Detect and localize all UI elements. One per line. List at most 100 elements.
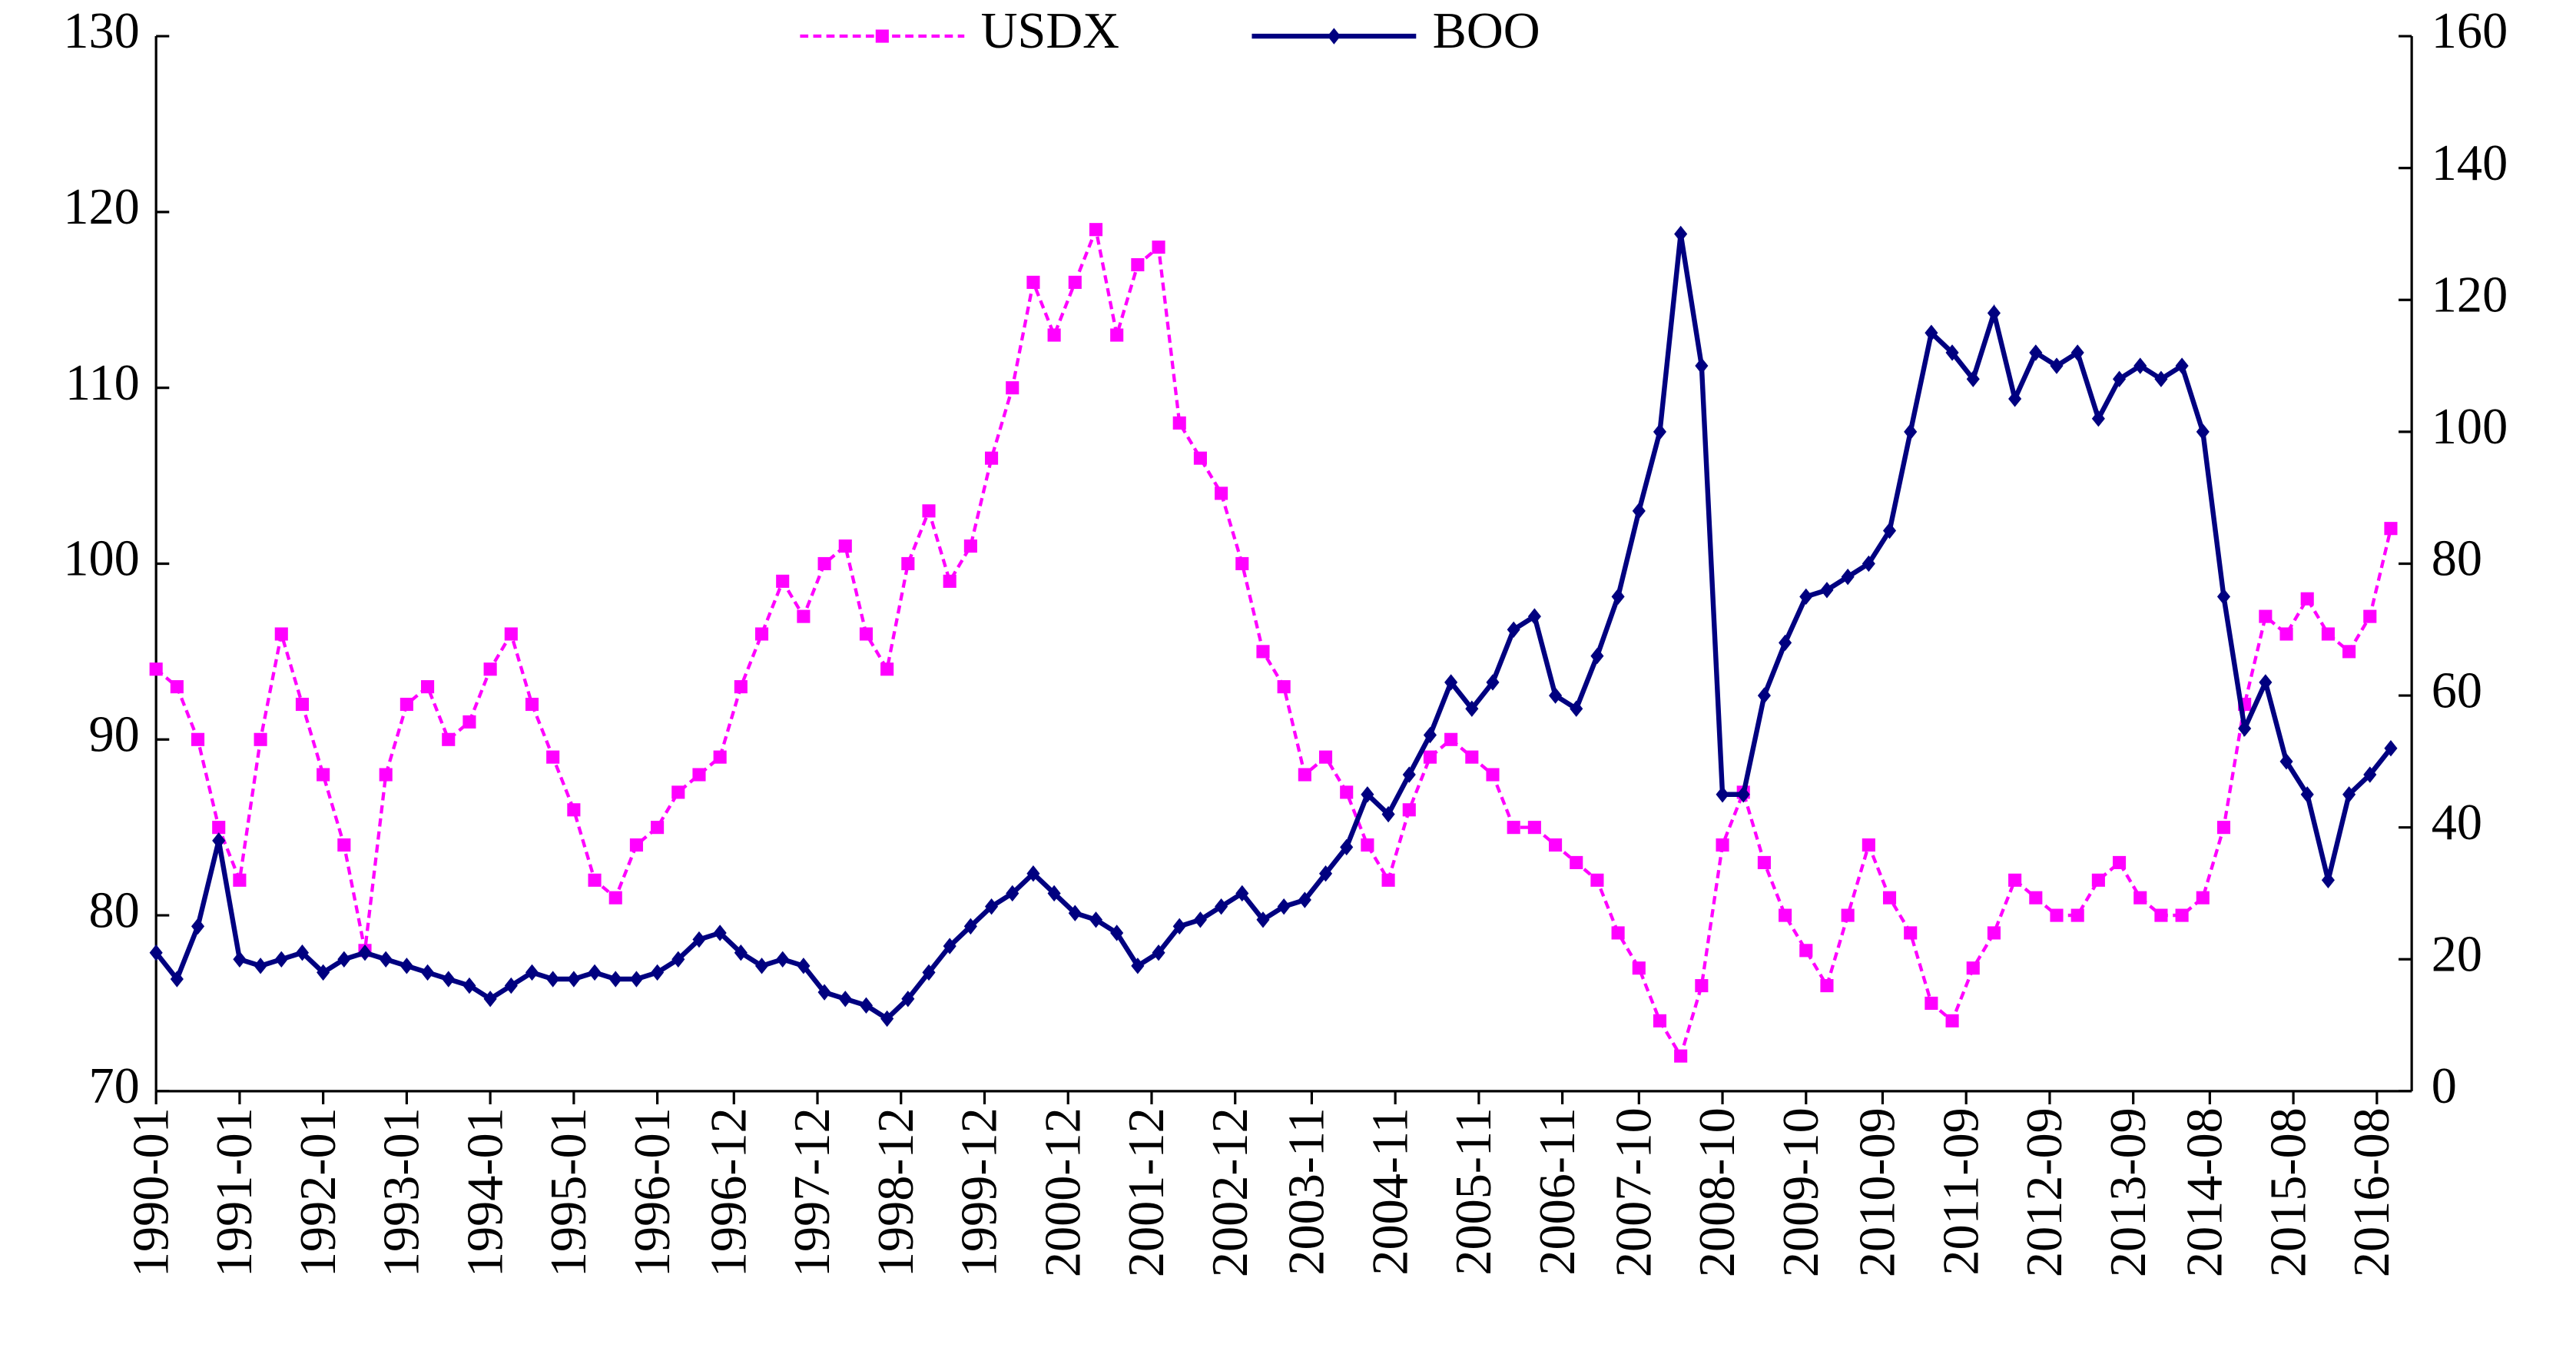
y2-tick-label: 40	[2432, 795, 2482, 851]
x-tick-label: 1998-12	[868, 1107, 924, 1277]
data-point	[2321, 627, 2335, 641]
data-point	[462, 715, 476, 729]
data-point	[797, 609, 811, 623]
data-point	[985, 898, 999, 915]
data-point	[2133, 891, 2147, 905]
data-point	[859, 627, 874, 641]
data-point	[546, 971, 560, 988]
data-point	[963, 918, 977, 935]
data-point	[2175, 908, 2189, 922]
data-point	[1068, 275, 1082, 289]
data-point	[379, 951, 393, 968]
x-tick-label: 1991-01	[207, 1107, 263, 1277]
data-point	[1486, 674, 1500, 691]
data-point	[1215, 486, 1228, 500]
data-point	[629, 838, 643, 852]
data-point	[2259, 609, 2273, 623]
data-point	[337, 838, 351, 852]
data-point	[2363, 609, 2377, 623]
data-point	[295, 944, 310, 961]
data-point	[880, 662, 894, 676]
data-point	[2279, 753, 2293, 770]
x-tick-label: 2008-10	[1689, 1107, 1746, 1277]
data-point	[922, 964, 936, 981]
x-tick-label: 2012-09	[2017, 1107, 2073, 1277]
data-point	[922, 504, 936, 518]
data-point	[963, 539, 977, 553]
data-point	[1026, 275, 1040, 289]
data-point	[1653, 423, 1667, 440]
x-tick-label: 2000-12	[1035, 1107, 1091, 1277]
data-point	[1318, 865, 1333, 882]
x-tick-label: 2009-10	[1773, 1107, 1829, 1277]
data-point	[2384, 740, 2398, 757]
data-point	[1235, 556, 1249, 571]
data-point	[713, 750, 727, 764]
series-line	[154, 233, 2393, 1022]
data-point	[880, 1010, 894, 1027]
x-tick-label: 2007-10	[1606, 1107, 1663, 1277]
x-tick-label: 1997-12	[784, 1107, 840, 1277]
y2-tick-label: 140	[2432, 135, 2508, 191]
data-point	[1570, 700, 1583, 717]
data-point	[1361, 786, 1374, 803]
x-tick-label: 2003-11	[1279, 1107, 1335, 1275]
data-point	[1841, 908, 1855, 922]
data-point	[1882, 891, 1897, 905]
data-point	[1131, 257, 1145, 272]
data-point	[2342, 786, 2356, 803]
data-point	[1611, 926, 1625, 940]
data-point	[1987, 304, 2001, 322]
data-point	[1402, 766, 1416, 783]
data-point	[1193, 451, 1207, 465]
data-point	[191, 918, 205, 935]
data-point	[1799, 944, 1813, 958]
y2-tick-label: 160	[2432, 3, 2508, 59]
data-point	[1152, 944, 1165, 961]
data-point	[1465, 750, 1479, 764]
x-tick-label: 2013-09	[2100, 1107, 2157, 1277]
data-point	[1527, 821, 1541, 835]
data-point	[1193, 911, 1207, 928]
data-point	[1611, 588, 1625, 606]
data-point	[2216, 588, 2231, 606]
data-point	[859, 997, 874, 1014]
data-point	[2196, 423, 2210, 440]
data-point	[399, 697, 413, 712]
x-tick-label: 1999-12	[952, 1107, 1008, 1277]
data-point	[776, 574, 790, 588]
data-point	[2279, 627, 2293, 641]
data-point	[212, 821, 226, 835]
data-point	[1256, 911, 1270, 928]
data-point	[2342, 645, 2356, 659]
data-point	[274, 627, 288, 641]
data-point	[317, 964, 330, 981]
x-tick-label: 2001-12	[1119, 1107, 1175, 1277]
data-point	[1318, 750, 1333, 764]
data-point	[1172, 416, 1186, 430]
data-point	[1695, 357, 1709, 374]
y2-tick-label: 60	[2432, 662, 2482, 719]
data-point	[483, 662, 497, 676]
data-point	[1256, 645, 1270, 659]
data-point	[901, 556, 915, 571]
data-point	[2091, 410, 2105, 427]
data-point	[1987, 926, 2001, 940]
legend-label: USDX	[981, 3, 1119, 59]
data-point	[692, 931, 706, 948]
data-point	[2175, 357, 2189, 374]
data-point	[2300, 592, 2314, 606]
y-tick-label: 120	[63, 179, 139, 235]
y2-tick-label: 20	[2432, 926, 2482, 982]
data-point	[504, 627, 518, 641]
data-point	[1507, 621, 1520, 638]
legend-marker	[875, 29, 889, 43]
data-point	[1925, 996, 1938, 1011]
data-point	[149, 662, 163, 676]
data-point	[2133, 357, 2147, 374]
data-point	[943, 938, 956, 954]
data-point	[2321, 871, 2335, 889]
data-point	[1089, 223, 1103, 237]
data-point	[2196, 891, 2210, 905]
data-point	[588, 873, 602, 887]
